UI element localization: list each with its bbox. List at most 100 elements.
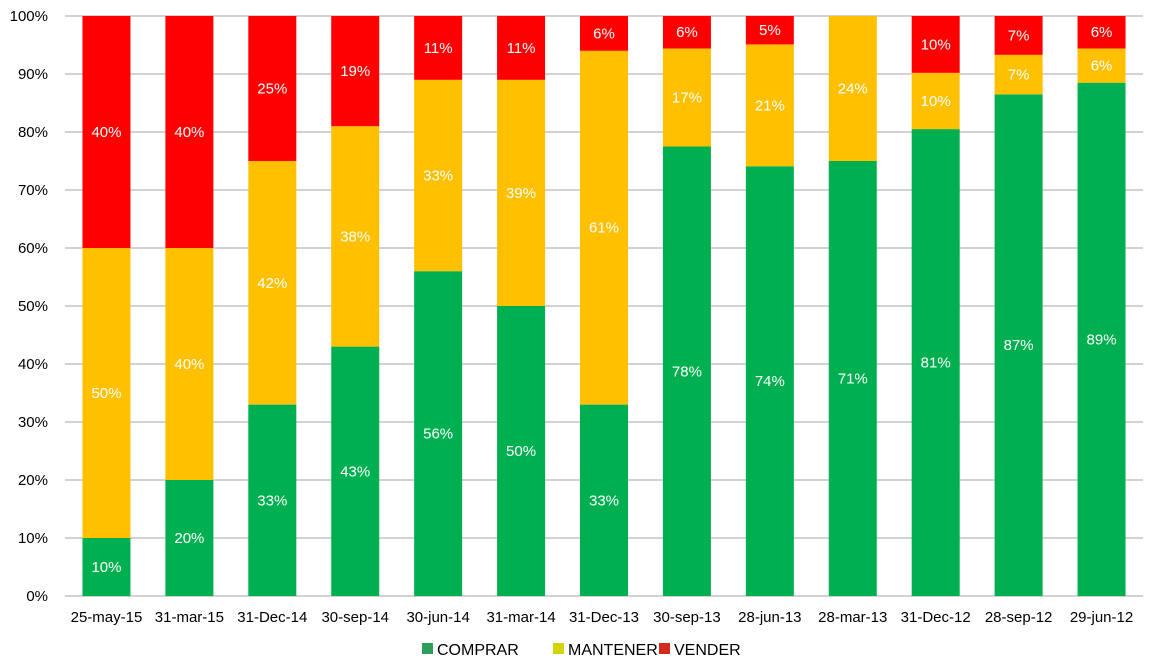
data-label-mantener: 21% [755, 97, 785, 114]
legend-swatch-vender [659, 643, 670, 654]
data-label-comprar: 33% [589, 492, 619, 509]
bar-comprar [828, 161, 877, 596]
bar-comprar [248, 404, 297, 596]
x-tick-label: 28-jun-13 [738, 609, 801, 626]
y-tick-label: 40% [18, 356, 48, 373]
legend-label-mantener: MANTENER [568, 642, 658, 659]
data-label-mantener: 61% [589, 220, 619, 237]
bar-comprar [165, 480, 214, 596]
data-label-vender: 11% [424, 40, 453, 57]
bar-mantener [1077, 48, 1126, 83]
bar-vender [580, 16, 628, 51]
data-label-vender: 7% [1008, 27, 1030, 44]
x-tick-label: 30-sep-13 [653, 609, 721, 626]
bar-vender [745, 16, 794, 45]
data-label-mantener: 17% [672, 89, 702, 106]
data-label-comprar: 50% [506, 443, 536, 460]
data-label-vender: 40% [174, 124, 204, 141]
bar-comprar [497, 306, 546, 596]
x-tick-label: 28-mar-13 [818, 609, 887, 626]
y-tick-label: 80% [18, 124, 48, 141]
data-label-mantener: 50% [91, 385, 121, 402]
data-label-mantener: 33% [423, 168, 453, 185]
bar-vender [82, 16, 131, 248]
x-tick-label: 30-sep-14 [321, 609, 389, 626]
data-label-vender: 10% [921, 36, 951, 53]
data-label-mantener: 42% [257, 275, 287, 292]
data-label-comprar: 43% [340, 463, 370, 480]
y-tick-label: 70% [18, 182, 48, 199]
bar-vender [331, 16, 380, 127]
bar-comprar [1077, 82, 1126, 596]
data-label-mantener: 40% [174, 356, 204, 373]
data-label-comprar: 81% [921, 355, 951, 372]
bar-mantener [662, 48, 711, 147]
legend-swatch-mantener [553, 643, 564, 654]
legend-swatch-comprar [422, 643, 433, 654]
y-tick-label: 100% [10, 8, 48, 25]
data-label-comprar: 74% [755, 373, 785, 390]
data-label-vender: 25% [257, 81, 287, 98]
data-label-mantener: 24% [838, 81, 868, 98]
data-labels: 10% 50% 40% 20% 40% 40% 33% 42% 25% 43% 38% 19% 56% 3… [91, 22, 1116, 576]
bar-mantener [497, 79, 546, 306]
data-label-vender: 19% [340, 63, 370, 80]
data-label-mantener: 6% [1091, 58, 1113, 75]
x-tick-label: 29-jun-12 [1070, 609, 1133, 626]
bar-vender [248, 16, 297, 161]
bar-mantener [165, 248, 214, 480]
bar-comprar [994, 94, 1043, 597]
data-label-comprar: 33% [257, 492, 287, 509]
bar-comprar [414, 271, 463, 596]
bar-vender [994, 16, 1043, 55]
y-tick-label: 20% [18, 472, 48, 489]
y-tick-label: 0% [26, 588, 48, 605]
x-tick-label: 28-sep-12 [985, 609, 1053, 626]
x-tick-label: 25-may-15 [71, 609, 143, 626]
data-label-comprar: 20% [174, 530, 204, 547]
legend-label-vender: VENDER [674, 642, 741, 659]
x-tick-label: 31-mar-15 [155, 609, 224, 626]
data-label-vender: 40% [91, 124, 121, 141]
bar-vender [414, 16, 463, 80]
bar-comprar [580, 404, 628, 596]
data-label-vender: 6% [676, 24, 698, 41]
bar-mantener [745, 44, 794, 167]
bar-comprar [911, 129, 960, 596]
bar-mantener [248, 161, 297, 405]
data-label-mantener: 7% [1008, 67, 1030, 84]
bar-mantener [580, 50, 628, 405]
data-label-comprar: 56% [423, 426, 453, 443]
bar-comprar [82, 538, 131, 596]
x-axis-ticks: 25-may-15 31-mar-15 31-Dec-14 30-sep-14 30-j… [71, 609, 1134, 626]
x-tick-label: 31-Dec-13 [569, 609, 639, 626]
data-label-vender: 6% [593, 25, 615, 42]
data-label-comprar: 10% [91, 559, 121, 576]
x-tick-label: 31-Dec-12 [901, 609, 971, 626]
legend: COMPRAR MANTENER VENDER [422, 642, 741, 659]
y-tick-label: 50% [18, 298, 48, 315]
bar-mantener [828, 16, 877, 161]
data-label-vender: 11% [507, 40, 536, 57]
x-tick-label: 31-Dec-14 [237, 609, 307, 626]
bar-mantener [994, 54, 1043, 95]
bar-vender [497, 16, 546, 80]
bars [82, 16, 1126, 597]
bar-vender [165, 16, 214, 248]
x-tick-label: 30-jun-14 [406, 609, 469, 626]
bar-mantener [82, 248, 131, 538]
x-tick-label: 31-mar-14 [486, 609, 555, 626]
data-label-comprar: 87% [1004, 337, 1034, 354]
data-label-comprar: 71% [838, 371, 868, 388]
y-tick-label: 60% [18, 240, 48, 257]
data-label-comprar: 89% [1087, 331, 1117, 348]
bar-mantener [331, 126, 380, 347]
data-label-mantener: 38% [340, 228, 370, 245]
data-label-comprar: 78% [672, 363, 702, 380]
data-label-mantener: 10% [921, 93, 951, 110]
y-axis-ticks: 0% 10% 20% 30% 40% 50% 60% 70% 80% 90% 100% [10, 8, 48, 605]
y-tick-label: 90% [18, 66, 48, 83]
bar-comprar [745, 166, 794, 596]
bar-comprar [662, 146, 711, 596]
